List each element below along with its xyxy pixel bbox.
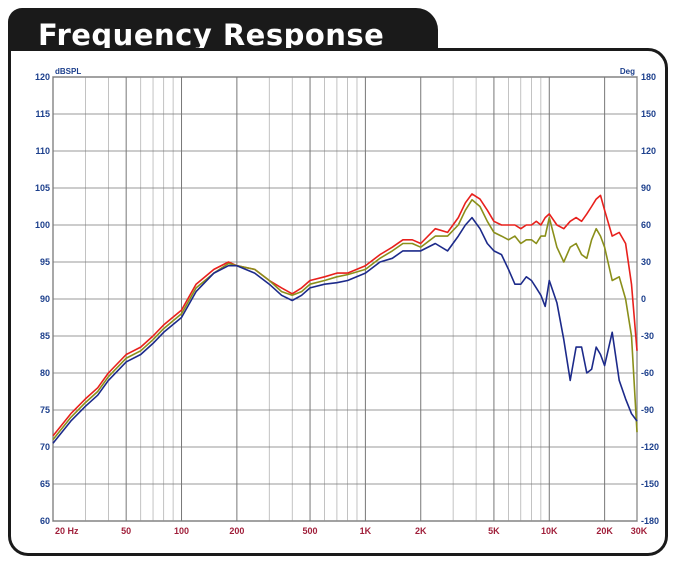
y-tick-label: 100: [35, 220, 50, 230]
series-line-1: [52, 199, 638, 441]
y2-tick-label: -180: [641, 516, 659, 526]
x-tick-label: 30K: [631, 526, 648, 536]
y2-tick-label: 30: [641, 257, 651, 267]
x-tick-label: 20K: [596, 526, 613, 536]
y2-tick-label: -60: [641, 368, 654, 378]
x-tick-label: 1K: [360, 526, 372, 536]
chart-title: Frequency Response: [38, 18, 385, 52]
y2-tick-label: 90: [641, 183, 651, 193]
y-tick-label: 80: [40, 368, 50, 378]
x-tick-label: 500: [303, 526, 318, 536]
x-tick-label: 100: [174, 526, 189, 536]
y2-tick-label: 180: [641, 72, 656, 82]
y-unit-label: dBSPL: [55, 67, 81, 76]
y-tick-label: 90: [40, 294, 50, 304]
y-tick-label: 120: [35, 72, 50, 82]
y-tick-label: 75: [40, 405, 50, 415]
x-tick-label: 10K: [541, 526, 558, 536]
y2-tick-label: -150: [641, 479, 659, 489]
y2-tick-label: 150: [641, 109, 656, 119]
y2-tick-label: 0: [641, 294, 646, 304]
y-tick-label: 85: [40, 331, 50, 341]
y-tick-label: 95: [40, 257, 50, 267]
title-tab: Frequency Response: [8, 8, 438, 52]
y-tick-label: 70: [40, 442, 50, 452]
y2-tick-label: -120: [641, 442, 659, 452]
y2-unit-label: Deg: [620, 67, 635, 76]
x-tick-label: 5K: [488, 526, 500, 536]
x-tick-label: 50: [121, 526, 131, 536]
y2-tick-label: 120: [641, 146, 656, 156]
y-tick-label: 110: [35, 146, 50, 156]
y-tick-label: 65: [40, 479, 50, 489]
y2-tick-label: -90: [641, 405, 654, 415]
y-tick-label: 60: [40, 516, 50, 526]
y2-tick-label: -30: [641, 331, 654, 341]
y-tick-label: 105: [35, 183, 50, 193]
series-line-2: [52, 216, 638, 444]
y-tick-label: 115: [35, 109, 50, 119]
x-tick-label: 2K: [415, 526, 427, 536]
x-tick-label: 20 Hz: [55, 526, 79, 536]
x-tick-label: 200: [229, 526, 244, 536]
y2-tick-label: 60: [641, 220, 651, 230]
series-line-0: [52, 193, 638, 437]
